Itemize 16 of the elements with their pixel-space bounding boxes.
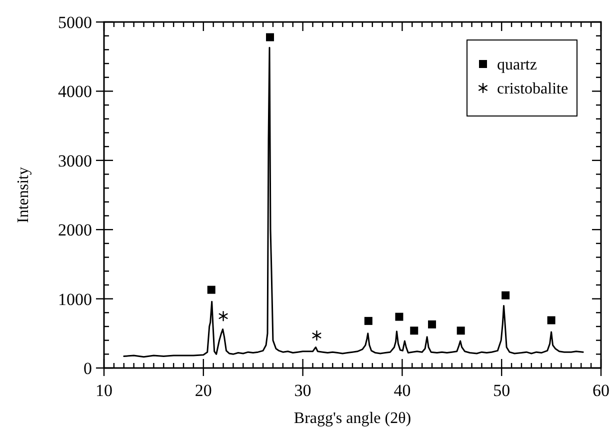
x-tick-label: 30 xyxy=(294,381,312,400)
y-tick-label: 0 xyxy=(84,358,92,378)
y-tick-label: 5000 xyxy=(58,12,92,32)
x-tick-label: 60 xyxy=(592,381,610,400)
y-tick-label: 4000 xyxy=(58,82,92,102)
y-axis-title: Intensity xyxy=(15,167,32,223)
legend-label: cristobalite xyxy=(497,80,568,98)
x-tick-label: 40 xyxy=(394,381,411,400)
y-tick-label: 2000 xyxy=(58,220,92,240)
y-tick-label: 3000 xyxy=(58,151,92,170)
legend-label: quartz xyxy=(497,56,537,74)
x-tick-label: 50 xyxy=(493,381,510,400)
y-tick-label: 1000 xyxy=(58,290,92,309)
x-tick-label: 10 xyxy=(96,381,112,400)
x-axis-title: Bragg's angle (2θ) xyxy=(294,410,412,427)
x-tick-label: 20 xyxy=(194,381,212,400)
